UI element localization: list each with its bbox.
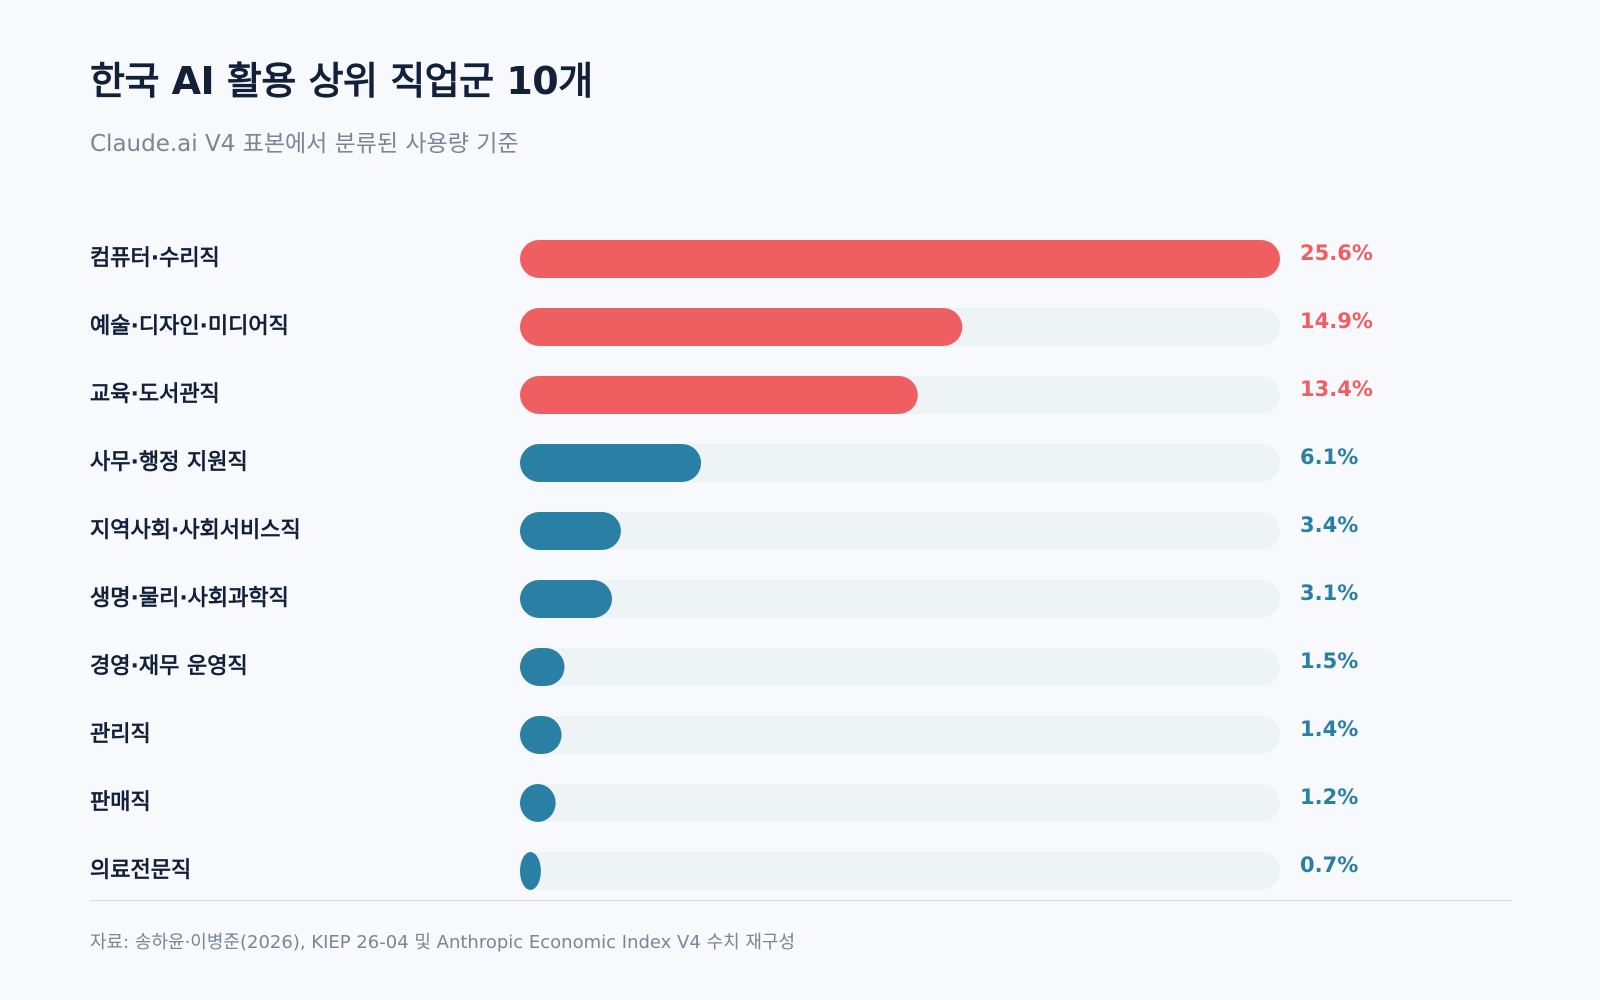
value-label: 14.9% bbox=[1300, 309, 1373, 333]
bar-row: 사무·행정 지원직 6.1% bbox=[90, 444, 1358, 482]
category-label: 관리직 bbox=[90, 722, 151, 747]
chart-divider bbox=[90, 900, 1512, 901]
bar bbox=[520, 580, 613, 618]
bar bbox=[520, 784, 556, 822]
category-label: 사무·행정 지원직 bbox=[90, 450, 248, 475]
category-label: 경영·재무 운영직 bbox=[90, 654, 248, 679]
chart-subtitle: Claude.ai V4 표본에서 분류된 사용량 기준 bbox=[90, 131, 519, 157]
value-label: 1.4% bbox=[1300, 717, 1358, 741]
bar-row: 관리직 1.4% bbox=[90, 716, 1358, 754]
bar bbox=[520, 376, 918, 414]
bar-row: 컴퓨터·수리직 25.6% bbox=[90, 240, 1373, 278]
bar bbox=[520, 444, 702, 482]
category-label: 지역사회·사회서비스직 bbox=[90, 518, 301, 543]
bar-track bbox=[520, 716, 1280, 754]
bar bbox=[520, 716, 562, 754]
source-note: 자료: 송하윤·이병준(2026), KIEP 26-04 및 Anthropi… bbox=[90, 932, 796, 953]
bar-row: 경영·재무 운영직 1.5% bbox=[90, 648, 1358, 686]
bar bbox=[520, 852, 541, 890]
value-label: 3.1% bbox=[1300, 581, 1358, 605]
category-label: 의료전문직 bbox=[90, 858, 191, 883]
category-label: 교육·도서관직 bbox=[90, 382, 220, 407]
bar-row: 생명·물리·사회과학직 3.1% bbox=[90, 580, 1358, 618]
category-label: 생명·물리·사회과학직 bbox=[90, 586, 289, 611]
value-label: 25.6% bbox=[1300, 241, 1373, 265]
bar-track bbox=[520, 512, 1280, 550]
bar bbox=[520, 308, 963, 346]
bar-track bbox=[520, 648, 1280, 686]
bar-track bbox=[520, 444, 1280, 482]
category-label: 컴퓨터·수리직 bbox=[90, 246, 220, 271]
bar-track bbox=[520, 852, 1280, 890]
bar-track bbox=[520, 784, 1280, 822]
bar-row: 지역사회·사회서비스직 3.4% bbox=[90, 512, 1358, 550]
value-label: 3.4% bbox=[1300, 513, 1358, 537]
value-label: 13.4% bbox=[1300, 377, 1373, 401]
bar bbox=[520, 648, 565, 686]
value-label: 1.2% bbox=[1300, 785, 1358, 809]
bar-row: 의료전문직 0.7% bbox=[90, 852, 1358, 890]
chart-title: 한국 AI 활용 상위 직업군 10개 bbox=[90, 59, 593, 103]
bar bbox=[520, 512, 621, 550]
value-label: 6.1% bbox=[1300, 445, 1358, 469]
bar-row: 교육·도서관직 13.4% bbox=[90, 376, 1373, 414]
value-label: 0.7% bbox=[1300, 853, 1358, 877]
bar-row: 판매직 1.2% bbox=[90, 784, 1358, 822]
value-label: 1.5% bbox=[1300, 649, 1358, 673]
bar-row: 예술·디자인·미디어직 14.9% bbox=[90, 308, 1373, 346]
category-label: 판매직 bbox=[90, 790, 151, 815]
bar-track bbox=[520, 580, 1280, 618]
category-label: 예술·디자인·미디어직 bbox=[90, 314, 289, 339]
bar bbox=[520, 240, 1280, 278]
